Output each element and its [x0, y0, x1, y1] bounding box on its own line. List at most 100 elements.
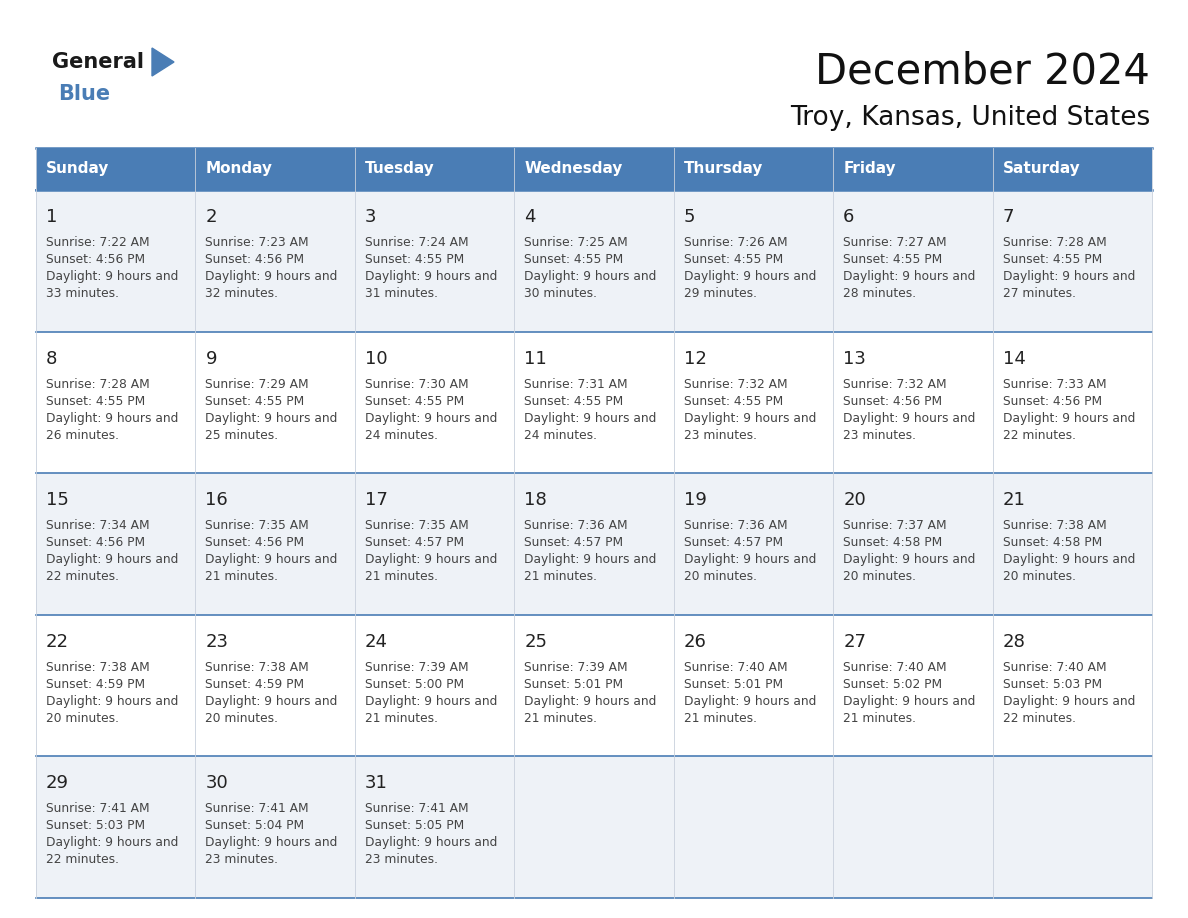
Text: Tuesday: Tuesday — [365, 162, 435, 176]
Text: Sunset: 5:01 PM: Sunset: 5:01 PM — [684, 677, 783, 691]
Text: 12: 12 — [684, 350, 707, 367]
Text: Daylight: 9 hours and: Daylight: 9 hours and — [46, 411, 178, 425]
Text: 4: 4 — [524, 208, 536, 226]
Text: 16: 16 — [206, 491, 228, 509]
Text: Sunset: 4:55 PM: Sunset: 4:55 PM — [365, 253, 465, 266]
Text: Sunset: 5:03 PM: Sunset: 5:03 PM — [46, 820, 145, 833]
Text: Daylight: 9 hours and: Daylight: 9 hours and — [46, 695, 178, 708]
Bar — [36, 615, 1152, 756]
Text: Daylight: 9 hours and: Daylight: 9 hours and — [524, 270, 657, 283]
Text: 20 minutes.: 20 minutes. — [843, 570, 916, 583]
Bar — [36, 473, 1152, 615]
Text: 21 minutes.: 21 minutes. — [365, 570, 438, 583]
Text: 21 minutes.: 21 minutes. — [524, 570, 598, 583]
Text: Daylight: 9 hours and: Daylight: 9 hours and — [206, 411, 337, 425]
Bar — [36, 148, 1152, 190]
Text: 26: 26 — [684, 633, 707, 651]
Text: 18: 18 — [524, 491, 546, 509]
Text: Daylight: 9 hours and: Daylight: 9 hours and — [365, 270, 498, 283]
Text: Daylight: 9 hours and: Daylight: 9 hours and — [843, 554, 975, 566]
Text: Sunset: 4:55 PM: Sunset: 4:55 PM — [524, 253, 624, 266]
Text: 24: 24 — [365, 633, 387, 651]
Text: 23 minutes.: 23 minutes. — [206, 854, 278, 867]
Text: 23: 23 — [206, 633, 228, 651]
Text: Sunrise: 7:33 AM: Sunrise: 7:33 AM — [1003, 377, 1106, 390]
Text: Sunset: 4:56 PM: Sunset: 4:56 PM — [1003, 395, 1101, 408]
Text: Thursday: Thursday — [684, 162, 763, 176]
Text: Sunset: 4:59 PM: Sunset: 4:59 PM — [206, 677, 304, 691]
Text: Sunset: 5:05 PM: Sunset: 5:05 PM — [365, 820, 465, 833]
Text: Sunrise: 7:30 AM: Sunrise: 7:30 AM — [365, 377, 468, 390]
Text: Daylight: 9 hours and: Daylight: 9 hours and — [206, 270, 337, 283]
Text: 31 minutes.: 31 minutes. — [365, 287, 438, 300]
Text: 25 minutes.: 25 minutes. — [206, 429, 278, 442]
Text: 27: 27 — [843, 633, 866, 651]
Text: 21 minutes.: 21 minutes. — [843, 711, 916, 725]
Text: Sunrise: 7:28 AM: Sunrise: 7:28 AM — [1003, 236, 1106, 249]
Text: Sunset: 4:58 PM: Sunset: 4:58 PM — [843, 536, 942, 549]
Text: 19: 19 — [684, 491, 707, 509]
Text: 17: 17 — [365, 491, 387, 509]
Text: Saturday: Saturday — [1003, 162, 1080, 176]
Text: Sunset: 4:55 PM: Sunset: 4:55 PM — [684, 395, 783, 408]
Text: Monday: Monday — [206, 162, 272, 176]
Text: Daylight: 9 hours and: Daylight: 9 hours and — [1003, 554, 1135, 566]
Text: Daylight: 9 hours and: Daylight: 9 hours and — [684, 695, 816, 708]
Text: Daylight: 9 hours and: Daylight: 9 hours and — [1003, 695, 1135, 708]
Text: 8: 8 — [46, 350, 57, 367]
Text: Sunset: 5:03 PM: Sunset: 5:03 PM — [1003, 677, 1101, 691]
Text: 28 minutes.: 28 minutes. — [843, 287, 916, 300]
Text: Sunset: 5:01 PM: Sunset: 5:01 PM — [524, 677, 624, 691]
Text: Daylight: 9 hours and: Daylight: 9 hours and — [524, 411, 657, 425]
Text: Daylight: 9 hours and: Daylight: 9 hours and — [206, 695, 337, 708]
Text: 22 minutes.: 22 minutes. — [46, 570, 119, 583]
Text: Daylight: 9 hours and: Daylight: 9 hours and — [46, 270, 178, 283]
Text: 7: 7 — [1003, 208, 1015, 226]
Text: Daylight: 9 hours and: Daylight: 9 hours and — [365, 554, 498, 566]
Text: 28: 28 — [1003, 633, 1025, 651]
Text: Troy, Kansas, United States: Troy, Kansas, United States — [790, 105, 1150, 131]
Text: Sunrise: 7:32 AM: Sunrise: 7:32 AM — [684, 377, 788, 390]
Text: Sunset: 4:57 PM: Sunset: 4:57 PM — [524, 536, 624, 549]
Text: Sunday: Sunday — [46, 162, 109, 176]
Text: Sunrise: 7:38 AM: Sunrise: 7:38 AM — [206, 661, 309, 674]
Text: 26 minutes.: 26 minutes. — [46, 429, 119, 442]
Text: 20 minutes.: 20 minutes. — [1003, 570, 1075, 583]
Text: Sunrise: 7:24 AM: Sunrise: 7:24 AM — [365, 236, 468, 249]
Text: 27 minutes.: 27 minutes. — [1003, 287, 1075, 300]
Text: 1: 1 — [46, 208, 57, 226]
Text: 6: 6 — [843, 208, 854, 226]
Text: Sunset: 4:55 PM: Sunset: 4:55 PM — [524, 395, 624, 408]
Text: Sunrise: 7:34 AM: Sunrise: 7:34 AM — [46, 520, 150, 532]
Bar — [36, 190, 1152, 331]
Text: 21 minutes.: 21 minutes. — [684, 711, 757, 725]
Text: Sunrise: 7:38 AM: Sunrise: 7:38 AM — [1003, 520, 1106, 532]
Text: Daylight: 9 hours and: Daylight: 9 hours and — [1003, 270, 1135, 283]
Text: 23 minutes.: 23 minutes. — [684, 429, 757, 442]
Text: 32 minutes.: 32 minutes. — [206, 287, 278, 300]
Text: 15: 15 — [46, 491, 69, 509]
Text: Sunset: 4:57 PM: Sunset: 4:57 PM — [684, 536, 783, 549]
Bar — [36, 756, 1152, 898]
Text: 3: 3 — [365, 208, 377, 226]
Text: Sunrise: 7:40 AM: Sunrise: 7:40 AM — [843, 661, 947, 674]
Text: 21 minutes.: 21 minutes. — [524, 711, 598, 725]
Text: 9: 9 — [206, 350, 217, 367]
Text: 22 minutes.: 22 minutes. — [1003, 711, 1075, 725]
Text: Daylight: 9 hours and: Daylight: 9 hours and — [843, 411, 975, 425]
Text: Daylight: 9 hours and: Daylight: 9 hours and — [684, 270, 816, 283]
Text: 20 minutes.: 20 minutes. — [46, 711, 119, 725]
Text: Daylight: 9 hours and: Daylight: 9 hours and — [365, 695, 498, 708]
Text: 23 minutes.: 23 minutes. — [843, 429, 916, 442]
Text: General: General — [52, 52, 144, 72]
Text: Sunrise: 7:29 AM: Sunrise: 7:29 AM — [206, 377, 309, 390]
Text: Sunset: 4:55 PM: Sunset: 4:55 PM — [1003, 253, 1101, 266]
Text: Sunset: 4:55 PM: Sunset: 4:55 PM — [46, 395, 145, 408]
Text: Sunrise: 7:41 AM: Sunrise: 7:41 AM — [46, 802, 150, 815]
Text: 10: 10 — [365, 350, 387, 367]
Text: Sunrise: 7:39 AM: Sunrise: 7:39 AM — [524, 661, 628, 674]
Text: Daylight: 9 hours and: Daylight: 9 hours and — [206, 836, 337, 849]
Text: 25: 25 — [524, 633, 548, 651]
Text: Sunrise: 7:23 AM: Sunrise: 7:23 AM — [206, 236, 309, 249]
Polygon shape — [152, 48, 173, 76]
